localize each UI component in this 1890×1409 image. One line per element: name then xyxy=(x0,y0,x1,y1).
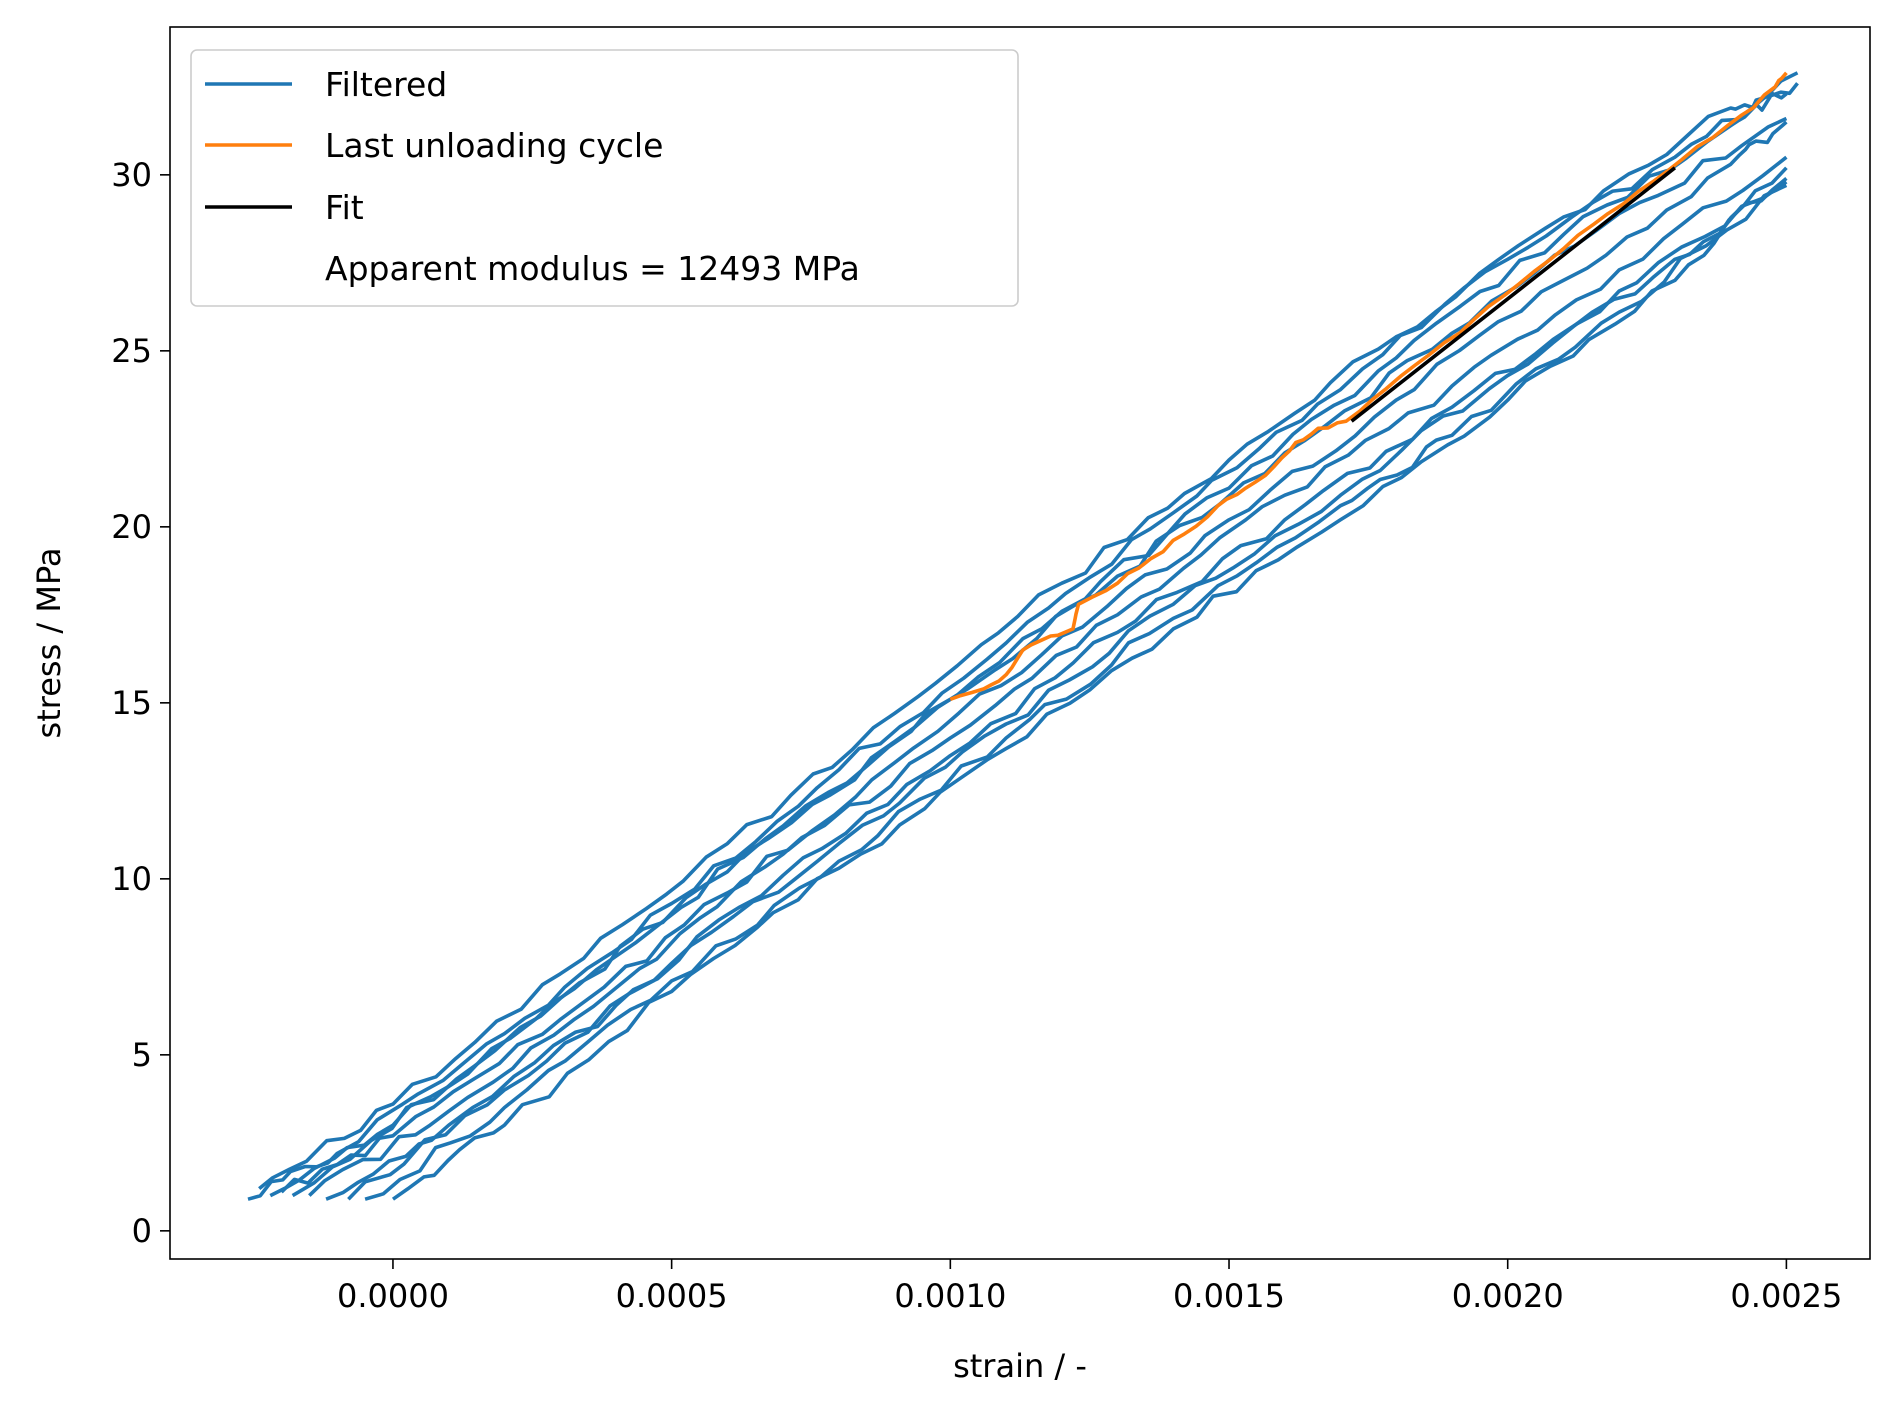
legend-label-last-unloading: Last unloading cycle xyxy=(325,126,663,165)
filtered-cycle-6 xyxy=(347,177,1788,1201)
y-tick-label: 25 xyxy=(111,332,152,370)
y-tick-label: 20 xyxy=(111,508,152,546)
legend-label-filtered: Filtered xyxy=(325,65,447,104)
filtered-cycle-8 xyxy=(258,90,1788,1191)
fit-line xyxy=(1350,166,1677,423)
legend-box xyxy=(190,49,1019,307)
y-tick-label: 0 xyxy=(132,1212,152,1250)
x-tick-label: 0.0020 xyxy=(1452,1277,1564,1315)
y-axis: 0 5 10 15 20 25 30 xyxy=(111,156,170,1250)
filtered-cycle-4 xyxy=(308,155,1788,1197)
x-tick-label: 0.0000 xyxy=(337,1277,449,1315)
y-tick-label: 30 xyxy=(111,156,152,194)
filtered-cycle-7 xyxy=(391,166,1788,1201)
plot-frame xyxy=(169,26,1871,1260)
filtered-cycle-0 xyxy=(247,71,1799,1201)
x-tick-label: 0.0025 xyxy=(1730,1277,1842,1315)
legend-annotation-modulus: Apparent modulus = 12493 MPa xyxy=(325,249,860,288)
filtered-cycle-3 xyxy=(280,120,1788,1194)
x-axis-label: strain / - xyxy=(953,1347,1087,1385)
y-tick-label: 10 xyxy=(111,860,152,898)
y-axis-label: stress / MPa xyxy=(30,548,68,739)
legend: Filtered Last unloading cycle Fit Appare… xyxy=(190,49,1019,307)
x-tick-label: 0.0015 xyxy=(1173,1277,1285,1315)
series-layer xyxy=(247,71,1799,1201)
filtered-cycle-5 xyxy=(325,180,1788,1201)
y-tick-label: 15 xyxy=(111,684,152,722)
x-axis: 0.0000 0.0005 0.0010 0.0015 0.0020 0.0025 xyxy=(337,1259,1842,1315)
legend-label-fit: Fit xyxy=(325,188,364,227)
filtered-cycle-9 xyxy=(364,183,1788,1201)
x-tick-label: 0.0010 xyxy=(894,1277,1006,1315)
last-unloading-cycle-line xyxy=(949,71,1788,701)
y-tick-label: 5 xyxy=(132,1036,152,1074)
x-tick-label: 0.0005 xyxy=(616,1277,728,1315)
